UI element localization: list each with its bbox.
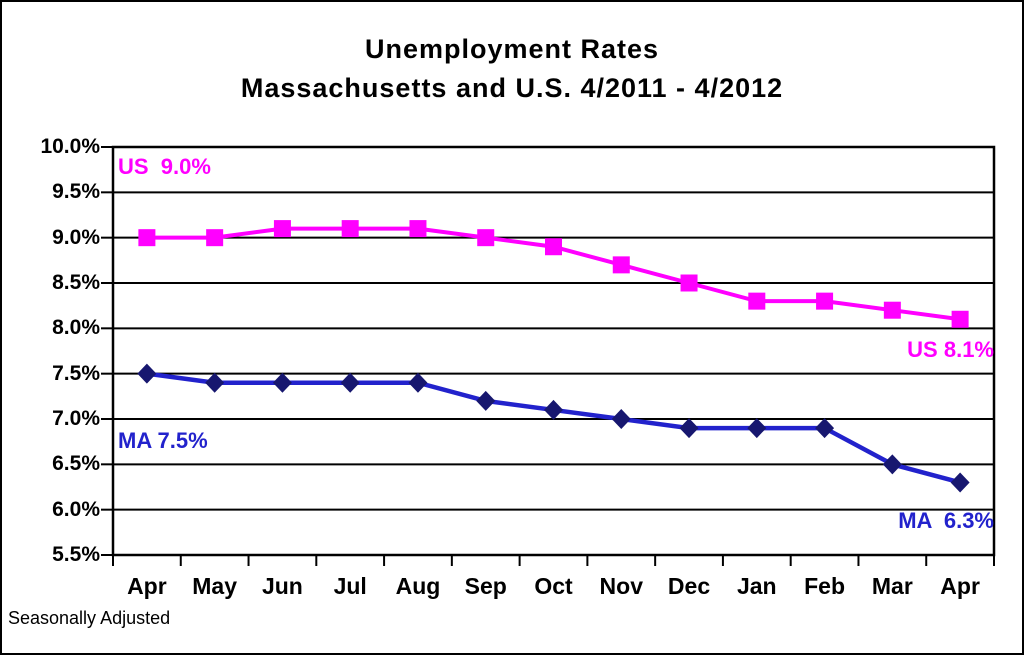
data-point-ma-marker [408, 372, 428, 393]
data-point-ma-marker [476, 390, 496, 411]
data-point-ma-marker [679, 418, 699, 439]
x-axis-label: Apr [127, 573, 167, 599]
data-point-ma-marker [747, 418, 767, 439]
y-axis-label: 6.0% [52, 497, 100, 521]
x-axis-label: Apr [940, 573, 980, 599]
data-point-us-marker [816, 292, 834, 310]
data-point-ma-marker [611, 409, 631, 429]
series-line-ma [146, 371, 961, 485]
data-point-ma-marker [544, 399, 563, 420]
data-point-us-marker [748, 292, 766, 310]
y-axis-label: 7.0% [52, 407, 100, 430]
data-point-us-marker [883, 301, 901, 319]
x-axis-label: Jan [736, 573, 777, 599]
data-point-us-marker [409, 220, 427, 238]
y-axis-label: 7.5% [52, 361, 100, 385]
x-axis-label: Mar [871, 573, 913, 599]
x-axis-label: Nov [599, 573, 643, 599]
data-point-ma-marker [340, 372, 360, 393]
annotation-us-end: US 8.1% [907, 337, 994, 362]
data-point-us-marker [680, 274, 698, 292]
annotation-ma-end: MA 6.3% [898, 508, 994, 533]
data-point-us-marker [951, 310, 969, 328]
x-axis-label: Feb [804, 573, 845, 599]
data-point-ma-marker [950, 472, 970, 493]
y-axis-label: 10.0% [40, 135, 100, 158]
y-axis-label: 5.5% [52, 543, 100, 566]
y-axis-label: 6.5% [52, 452, 100, 476]
data-point-ma-marker [815, 418, 835, 439]
y-axis-label: 8.5% [52, 271, 100, 294]
data-point-us-marker [273, 220, 291, 238]
data-point-us-marker [138, 229, 156, 247]
x-axis-label: Sep [464, 573, 507, 599]
x-axis-label: May [192, 573, 238, 599]
y-axis-label: 9.0% [52, 225, 100, 249]
x-axis-label: Jun [261, 573, 303, 599]
chart-title-line1: Unemployment Rates [364, 34, 660, 64]
x-axis-label: Aug [395, 573, 441, 599]
data-point-us-marker [341, 220, 359, 238]
x-axis-label: Oct [534, 573, 573, 599]
annotation-ma-start: MA 7.5% [118, 428, 208, 453]
data-point-us-marker [206, 229, 224, 247]
chart-title-line2: Massachusetts and U.S. 4/2011 - 4/2012 [240, 73, 784, 103]
annotation-us-start: US 9.0% [118, 154, 211, 179]
footnote: Seasonally Adjusted [8, 608, 171, 628]
data-point-us-marker [477, 229, 495, 247]
data-point-ma-marker [205, 372, 225, 393]
data-point-us-marker [545, 238, 562, 256]
data-point-ma-marker [137, 363, 157, 384]
data-point-ma-marker [882, 454, 902, 475]
data-point-us-marker [612, 256, 630, 274]
x-axis-label: Dec [667, 573, 711, 599]
x-axis-label: Jul [333, 573, 367, 599]
y-axis-label: 8.0% [52, 316, 100, 340]
plot-border [111, 145, 996, 557]
data-point-ma-marker [272, 372, 292, 393]
y-axis-label: 9.5% [52, 180, 100, 204]
